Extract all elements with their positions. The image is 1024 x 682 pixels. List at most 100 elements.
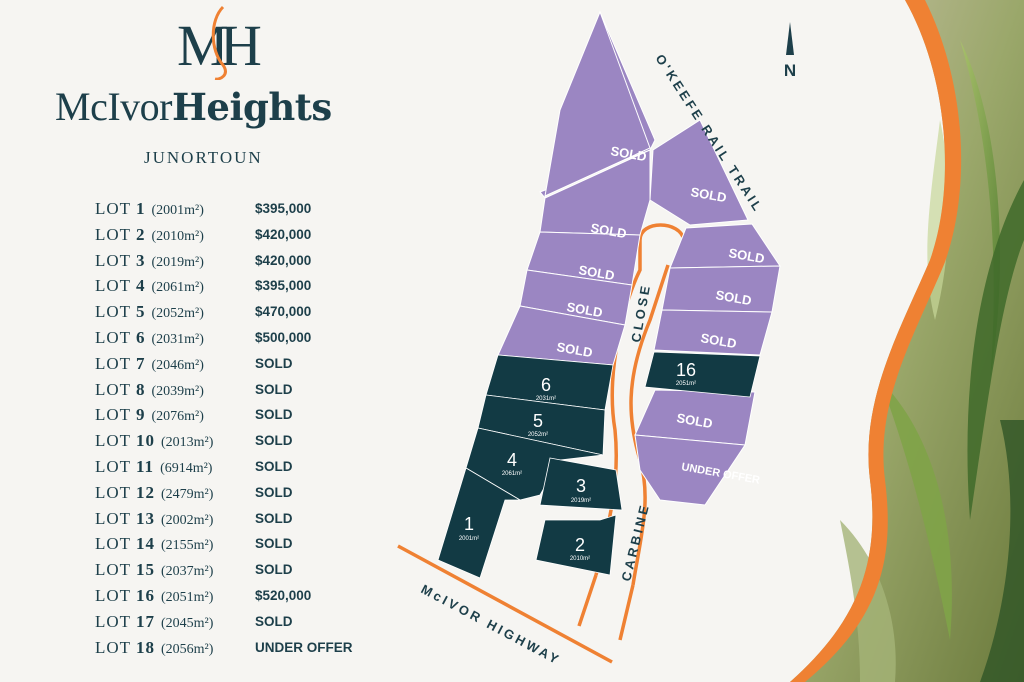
lot-area: (2045m²) (161, 615, 214, 631)
lot-row: LOT 18 (2056m²) UNDER OFFER (95, 635, 395, 661)
lot-number: 6 (136, 327, 146, 347)
available-lots (437, 351, 761, 579)
svg-text:16: 16 (676, 360, 696, 380)
lot-word: LOT (95, 611, 131, 631)
lot-area: (2051m²) (161, 589, 214, 605)
lot-word: LOT (95, 456, 131, 476)
svg-text:SOLD: SOLD (699, 330, 737, 351)
lot-price: $520,000 (255, 587, 312, 603)
svg-text:2: 2 (575, 535, 585, 555)
lot-area: (2155m²) (161, 538, 214, 554)
lot-word: LOT (95, 199, 131, 218)
svg-text:6: 6 (541, 375, 551, 395)
lot-number: 4 (136, 276, 146, 296)
svg-text:N: N (784, 61, 796, 80)
lot-number: 12 (136, 482, 155, 502)
lot-row: LOT 6 (2031m²) $500,000 (95, 325, 395, 351)
lot-label: LOT 4 (95, 273, 146, 299)
lot-word: LOT (95, 482, 131, 502)
lot-row: LOT 3 (2019m²) $420,000 (95, 248, 395, 274)
brand-name: McIvorHeights (55, 83, 405, 130)
lot-row: LOT 16 (2051m²) $520,000 (95, 583, 395, 609)
lot-row: LOT 12 (2479m²) SOLD (95, 480, 395, 506)
lot-price: SOLD (255, 407, 293, 423)
lot-word: LOT (95, 534, 131, 554)
lot-row: LOT 1 (2001m²) $395,000 (95, 196, 395, 222)
lot-area: (2010m²) (151, 228, 204, 244)
lot-word: LOT (95, 405, 131, 425)
svg-text:H: H (220, 13, 262, 78)
lot-price: SOLD (255, 562, 293, 578)
lot-area: (2052m²) (151, 306, 204, 322)
lot-row: LOT 13 (2002m²) SOLD (95, 506, 395, 532)
svg-text:SOLD: SOLD (589, 220, 627, 241)
lot-label: LOT 10 (95, 428, 155, 454)
svg-text:3: 3 (576, 476, 586, 496)
lot-price: $420,000 (255, 226, 312, 242)
lot-area: (2056m²) (161, 641, 214, 657)
lot-label: LOT 9 (95, 402, 146, 428)
lot-number: 18 (136, 637, 155, 657)
lot-row: LOT 7 (2046m²) SOLD (95, 351, 395, 377)
lot-word: LOT (95, 560, 131, 580)
lot-label: LOT 14 (95, 531, 155, 557)
lot-row: LOT 8 (2039m²) SOLD (95, 377, 395, 403)
lot-row: LOT 4 (2061m²) $395,000 (95, 273, 395, 299)
lot-word: LOT (95, 508, 131, 528)
lot-number: 14 (136, 534, 155, 554)
lot-row: LOT 9 (2076m²) SOLD (95, 402, 395, 428)
lot-word: LOT (95, 327, 131, 347)
lot-row: LOT 14 (2155m²) SOLD (95, 531, 395, 557)
lot-price: SOLD (255, 458, 293, 474)
svg-text:1: 1 (464, 514, 474, 534)
logo: M H McIvorHeights (55, 5, 405, 135)
svg-text:2051m²: 2051m² (676, 381, 696, 387)
svg-text:SOLD: SOLD (555, 339, 593, 360)
lot-price: SOLD (255, 433, 293, 449)
lot-price: UNDER OFFER (255, 639, 353, 655)
lot-price: $420,000 (255, 252, 312, 268)
svg-text:2001m²: 2001m² (459, 536, 479, 542)
lot-word: LOT (95, 224, 131, 244)
lot-list: LOT 1 (2001m²) $395,000 LOT 2 (2010m²) $420,0… (95, 196, 395, 660)
lot-word: LOT (95, 353, 131, 373)
lot-row: LOT 11 (6914m²) SOLD (95, 454, 395, 480)
lot-price: $395,000 (255, 201, 312, 216)
lot-2-plot (535, 514, 617, 576)
lot-row: LOT 17 (2045m²) SOLD (95, 609, 395, 635)
lot-price: SOLD (255, 536, 293, 552)
lot-number: 16 (136, 585, 155, 605)
lot-word: LOT (95, 431, 131, 451)
lot-3-plot (539, 457, 623, 511)
lot-number: 10 (136, 431, 155, 451)
lot-area: (2002m²) (161, 512, 214, 528)
svg-text:2019m²: 2019m² (571, 498, 591, 504)
lot-price: $500,000 (255, 329, 312, 345)
lot-area: (2031m²) (151, 331, 204, 347)
lot-number: 1 (136, 199, 146, 218)
lot-area: (2001m²) (151, 203, 204, 218)
lot-number: 13 (136, 508, 155, 528)
lot-number: 9 (136, 405, 146, 425)
svg-text:SOLD: SOLD (675, 410, 713, 431)
lot-word: LOT (95, 379, 131, 399)
lot-label: LOT 18 (95, 635, 155, 661)
lot-label: LOT 11 (95, 454, 154, 480)
lot-number: 7 (136, 353, 146, 373)
svg-text:M: M (177, 13, 229, 78)
lot-label: LOT 3 (95, 248, 146, 274)
lot-number: 17 (136, 611, 155, 631)
lot-label: LOT 2 (95, 222, 146, 248)
lot-word: LOT (95, 276, 131, 296)
lot-label: LOT 13 (95, 506, 155, 532)
svg-text:SOLD: SOLD (577, 262, 615, 283)
lot-area: (2046m²) (151, 357, 204, 373)
lot-price: SOLD (255, 613, 293, 629)
lot-word: LOT (95, 250, 131, 270)
lot-price: SOLD (255, 484, 293, 500)
lot-area: (2061m²) (151, 280, 204, 296)
svg-text:5: 5 (533, 411, 543, 431)
lot-area: (2013m²) (161, 435, 214, 451)
